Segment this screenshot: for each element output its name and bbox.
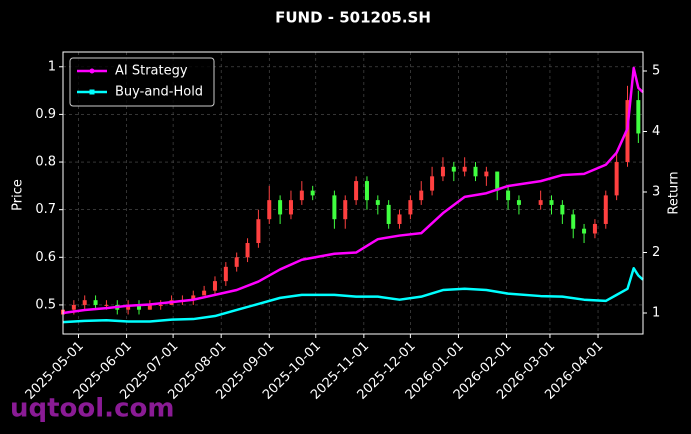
y-axis-label: Price [11, 179, 26, 211]
legend-marker [89, 68, 95, 74]
legend-label: AI Strategy [115, 64, 188, 79]
plot-frame [62, 51, 644, 335]
candle-body [506, 190, 511, 201]
candle-body [202, 290, 207, 296]
y-tick-label: 0.5 [35, 297, 56, 312]
candle-body [126, 304, 131, 310]
candle-body [71, 304, 76, 310]
candle-body [104, 304, 109, 306]
y-tick-label: 0.8 [35, 155, 56, 170]
candle-body [386, 204, 391, 224]
candle-body [267, 200, 272, 220]
chart-title: FUND - 501205.SH [275, 9, 431, 27]
candle-body [484, 171, 489, 177]
candle-body [299, 190, 304, 201]
candle-body [278, 200, 283, 215]
candle-body [408, 200, 413, 215]
legend-label: Buy-and-Hold [115, 85, 203, 100]
candle-body [158, 304, 163, 306]
return-line [62, 266, 644, 324]
y-tick-label: 0.7 [35, 202, 56, 217]
candle-body [560, 204, 565, 215]
y2-tick-label: 1 [652, 306, 660, 321]
candle-body [223, 266, 228, 282]
candle-body [419, 190, 424, 201]
candle-body [440, 166, 445, 177]
candle-body [538, 200, 543, 205]
candle-body [430, 176, 435, 191]
candle-body [582, 228, 587, 234]
candle-body [473, 166, 478, 177]
candle-body [288, 200, 293, 215]
y2-tick-label: 3 [652, 185, 660, 200]
candle-body [636, 100, 641, 134]
candle-body [234, 257, 239, 267]
candle-body [375, 200, 380, 205]
candle-body [256, 219, 261, 244]
legend-marker [89, 89, 95, 95]
candle-body [310, 190, 315, 196]
candle-body [93, 300, 98, 305]
candle-body [332, 195, 337, 220]
watermark: uqtool.com [10, 394, 174, 424]
return-line [62, 66, 644, 315]
candle-body [245, 243, 250, 258]
y-tick-label: 1 [48, 59, 56, 74]
y-tick-label: 0.9 [35, 107, 56, 122]
candle-body [549, 200, 554, 205]
y2-tick-label: 2 [652, 245, 660, 260]
candle-body [451, 166, 456, 172]
y2-axis-label: Return [667, 171, 682, 214]
candle-body [212, 281, 217, 291]
candle-body [614, 162, 619, 196]
candle-body [516, 200, 521, 205]
candle-body [571, 214, 576, 229]
candle-body [343, 200, 348, 220]
candle-body [603, 195, 608, 224]
candle-body [462, 166, 467, 172]
y-tick-label: 0.6 [35, 250, 56, 265]
candle-body [592, 223, 597, 234]
candle-body [82, 300, 87, 305]
candle-body [397, 214, 402, 224]
candle-body [136, 304, 141, 310]
candle-body [354, 181, 359, 201]
candle-body [147, 304, 152, 310]
candle-body [495, 171, 500, 191]
candle-body [191, 295, 196, 301]
y2-tick-label: 4 [652, 124, 660, 139]
y2-tick-label: 5 [652, 63, 660, 78]
candle-body [364, 181, 369, 201]
